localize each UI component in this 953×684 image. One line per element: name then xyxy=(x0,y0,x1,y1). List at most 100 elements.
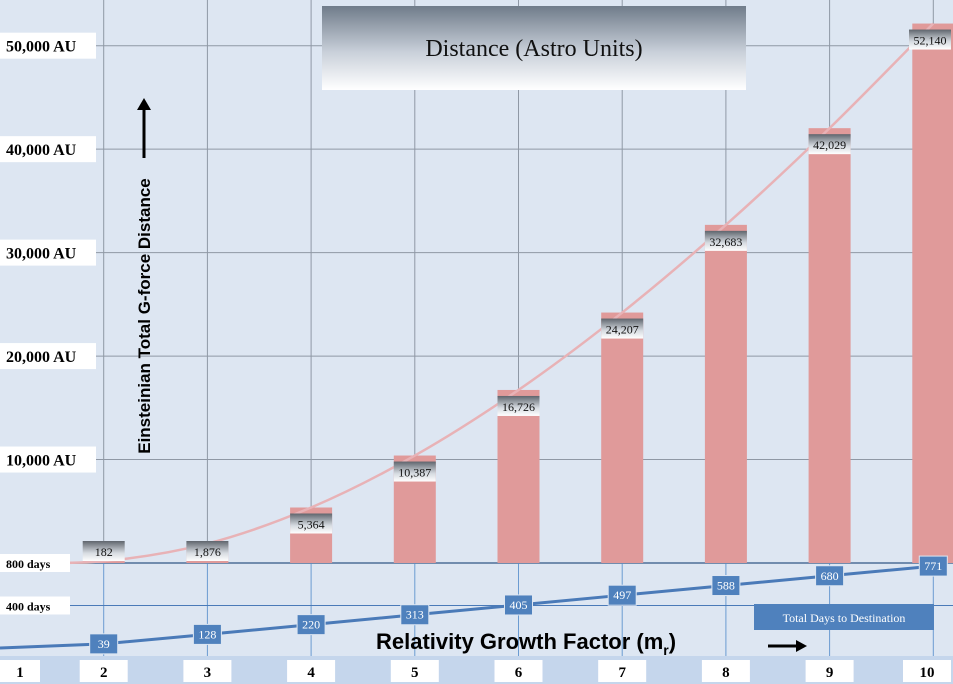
x-tick-box xyxy=(287,660,336,682)
x-tick-label: 9 xyxy=(826,665,834,681)
distance-bar xyxy=(497,389,540,563)
distance-label-box xyxy=(909,29,951,50)
distance-bar xyxy=(808,128,851,563)
y-axis-label: Einsteinian Total G-force Distance xyxy=(135,178,154,454)
x-axis-ticks: 1 2 3 4 5 6 7 8 9 10 xyxy=(0,660,951,682)
x-tick-label: 6 xyxy=(515,665,523,681)
days-data-label: 128 xyxy=(198,627,216,641)
distance-data-label: 16,726 xyxy=(502,400,535,414)
y-tick-box xyxy=(0,343,96,370)
distance-label-box xyxy=(601,318,644,339)
days-marker xyxy=(192,623,222,645)
x-tick-label: 7 xyxy=(618,665,626,681)
y-tick-box xyxy=(0,136,96,163)
x-tick-label: 8 xyxy=(722,665,730,681)
days-data-label: 220 xyxy=(302,618,320,632)
distance-data-label: 10,387 xyxy=(398,466,431,480)
distance-trend xyxy=(0,22,935,565)
distance-label-box xyxy=(704,230,747,251)
y-axis-arrow-head xyxy=(137,98,151,110)
x-tick-label: 2 xyxy=(100,665,108,681)
days-legend-text: Total Days to Destination xyxy=(783,611,906,625)
distance-label-box xyxy=(808,134,851,155)
days-tick-box xyxy=(0,596,70,615)
distance-data-label: 24,207 xyxy=(606,323,639,337)
distance-bar xyxy=(704,224,747,563)
days-tick-label: 800 days xyxy=(6,557,51,571)
chart-title-text: Distance (Astro Units) xyxy=(425,36,642,62)
x-tick-label: 1 xyxy=(16,665,24,681)
distance-trend-line xyxy=(0,22,935,565)
distance-label-box xyxy=(82,541,125,561)
x-tick-label: 10 xyxy=(920,665,935,681)
x-tick-box xyxy=(805,660,854,682)
distance-data-label: 182 xyxy=(95,545,113,559)
x-tick-box xyxy=(494,660,543,682)
days-marker xyxy=(400,604,430,626)
distance-data-label: 1,876 xyxy=(194,545,221,559)
y-tick-label: 40,000 AU xyxy=(6,142,77,159)
y-tick-label: 20,000 AU xyxy=(6,349,77,366)
distance-bars xyxy=(82,23,953,564)
days-line xyxy=(0,564,934,650)
days-marker xyxy=(296,614,326,636)
distance-data-labels: 182 1,876 5,364 10,387 16,726 24,207 32,683 42,… xyxy=(82,29,951,561)
days-tick-label: 400 days xyxy=(6,600,51,614)
x-tick-box xyxy=(701,660,750,682)
days-data-label: 313 xyxy=(406,608,424,622)
days-marker xyxy=(711,575,741,597)
days-data-label: 680 xyxy=(821,569,839,583)
days-marker xyxy=(607,584,637,606)
x-tick-box xyxy=(183,660,232,682)
chart-title: Distance (Astro Units) xyxy=(322,6,746,90)
y-axis-label-group: Einsteinian Total G-force Distance xyxy=(135,98,154,454)
days-tick-box xyxy=(0,554,70,572)
x-tick-box xyxy=(598,660,647,682)
y-tick-box xyxy=(0,32,96,59)
days-marker xyxy=(815,565,845,587)
x-axis-label: Relativity Growth Factor (mr) xyxy=(376,629,676,658)
distance-bar xyxy=(601,312,644,563)
days-data-label: 771 xyxy=(924,559,942,573)
distance-data-label: 32,683 xyxy=(709,235,742,249)
days-marker xyxy=(504,594,533,616)
days-data-label: 405 xyxy=(510,598,528,612)
days-marker xyxy=(918,555,948,577)
y-axis-ticks: 10,000 AU 20,000 AU 30,000 AU 40,000 AU 50,0… xyxy=(0,32,96,615)
days-data-label: 39 xyxy=(98,637,110,651)
x-axis-label-main: Relativity Growth Factor (m xyxy=(376,629,663,654)
x-tick-label: 4 xyxy=(307,665,315,681)
days-marker xyxy=(89,633,119,655)
x-tick-box xyxy=(903,660,951,682)
x-tick-label: 3 xyxy=(204,665,212,681)
y-tick-label: 10,000 AU xyxy=(6,453,77,470)
x-tick-box xyxy=(0,660,40,682)
x-tick-label: 5 xyxy=(411,665,419,681)
x-tick-box xyxy=(79,660,128,682)
x-tick-box xyxy=(390,660,439,682)
y-tick-box xyxy=(0,239,96,266)
days-legend-box xyxy=(754,604,934,630)
distance-data-label: 42,029 xyxy=(813,138,846,152)
x-axis-band xyxy=(0,656,953,684)
days-data-label: 497 xyxy=(613,588,631,602)
chart-title-box xyxy=(322,6,746,90)
distance-label-box xyxy=(290,513,333,534)
x-axis-label-group: Relativity Growth Factor (mr) xyxy=(376,629,807,658)
days-series: 39 128 220 313 405 497 588 680 771 xyxy=(0,555,948,655)
y-tick-label: 30,000 AU xyxy=(6,246,77,263)
days-data-label: 588 xyxy=(717,579,735,593)
distance-label-box xyxy=(186,541,229,561)
distance-bar xyxy=(912,23,953,564)
days-legend: Total Days to Destination xyxy=(754,604,934,630)
x-axis-arrow-head xyxy=(796,640,807,652)
y-tick-box xyxy=(0,446,96,473)
distance-label-box xyxy=(393,461,436,482)
distance-data-label: 5,364 xyxy=(298,518,325,532)
distance-data-label: 52,140 xyxy=(914,34,947,48)
y-tick-label: 50,000 AU xyxy=(6,39,77,56)
distance-label-box xyxy=(497,395,540,416)
x-axis-label-close: ) xyxy=(669,629,676,654)
x-axis-label-subscript: r xyxy=(663,642,669,658)
